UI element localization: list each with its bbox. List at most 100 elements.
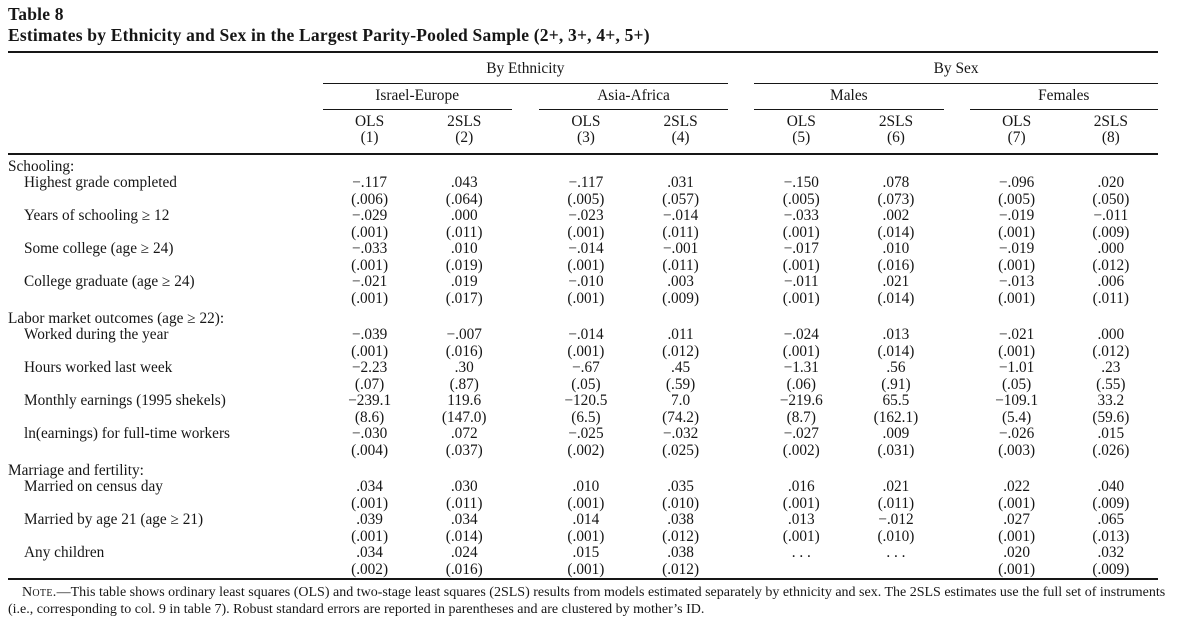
standard-error: (.004) xyxy=(351,441,389,459)
column-gap xyxy=(728,327,754,360)
data-cell: . . . xyxy=(848,544,943,579)
estimate-value: .038 xyxy=(667,544,694,561)
estimate-value: .072 xyxy=(450,425,478,442)
data-cell: −.029 (.001) xyxy=(323,207,417,241)
data-cell: .072 (.037) xyxy=(417,425,512,459)
data-cell: −.013 (.001) xyxy=(970,273,1064,307)
column-gap xyxy=(944,393,970,426)
standard-error: (.011) xyxy=(446,494,483,512)
column-gap xyxy=(728,512,754,545)
data-cell: −.017 (.001) xyxy=(754,240,848,274)
data-cell: .23 (.55) xyxy=(1064,359,1158,393)
standard-error: (147.0) xyxy=(441,408,487,426)
standard-error: (.016) xyxy=(445,342,483,360)
table-row: Worked during the year −.039 (.001) −.007 (.… xyxy=(8,326,1158,360)
subgroup-asia-africa: Asia-Africa xyxy=(538,83,729,110)
note-text: —This table shows ordinary least squares… xyxy=(8,585,1166,617)
column-header-4: 2SLS (4) xyxy=(632,109,729,155)
standard-error: (.014) xyxy=(877,223,915,241)
standard-error: (.002) xyxy=(782,441,820,459)
data-cell: .039 (.001) xyxy=(323,511,417,545)
data-cell: .020 (.001) xyxy=(970,544,1064,579)
data-cell: .031 (.057) xyxy=(633,174,728,208)
data-cell: −.010 (.001) xyxy=(539,273,633,307)
column-gap xyxy=(943,109,970,155)
standard-error: (.010) xyxy=(662,494,700,512)
data-cell: .034 (.001) xyxy=(323,478,417,512)
estimate-value: −.033 xyxy=(783,207,819,224)
data-cell: .065 (.013) xyxy=(1064,511,1158,545)
row-label: Any children xyxy=(24,544,105,561)
estimate-value: .039 xyxy=(356,511,383,528)
standard-error: (.001) xyxy=(567,256,605,274)
column-header-3: OLS (3) xyxy=(538,109,633,155)
subgroup-header-row: Israel-Europe Asia-Africa Males Females xyxy=(8,83,1158,110)
table-row: Years of schooling ≥ 12 −.029 (.001) .000 (.… xyxy=(8,207,1158,241)
standard-error: (6.5) xyxy=(571,408,601,426)
column-gap xyxy=(512,327,539,360)
standard-error: (.011) xyxy=(877,494,915,512)
estimate-value: −.007 xyxy=(446,326,482,343)
estimate-value: −.012 xyxy=(878,511,914,528)
data-cell: .038 (.012) xyxy=(633,511,728,545)
estimate-value: −.011 xyxy=(1093,207,1129,224)
estimate-value: .024 xyxy=(450,544,478,561)
data-cell: .034 (.002) xyxy=(323,544,417,579)
row-label: ln(earnings) for full-time workers xyxy=(24,425,231,442)
data-cell: −.012 (.010) xyxy=(848,511,943,545)
row-label: College graduate (age ≥ 24) xyxy=(24,273,195,290)
standard-error: (.001) xyxy=(351,527,389,545)
subgroup-females: Females xyxy=(969,83,1158,110)
standard-error: (.001) xyxy=(782,289,820,307)
standard-error: (.005) xyxy=(998,190,1036,208)
standard-error: (.016) xyxy=(877,256,915,274)
standard-error: (.026) xyxy=(1092,441,1130,459)
standard-error: (.017) xyxy=(445,289,483,307)
standard-error: (.07) xyxy=(354,375,385,393)
data-cell: .021 (.014) xyxy=(848,273,943,307)
data-cell: −.021 (.001) xyxy=(323,273,417,307)
column-gap xyxy=(944,545,970,579)
subgroup-males: Males xyxy=(754,83,944,110)
estimate-value: .034 xyxy=(356,544,383,561)
standard-error: (.05) xyxy=(1001,375,1032,393)
estimate-value: .002 xyxy=(882,207,910,224)
column-gap xyxy=(944,208,970,241)
row-label: Hours worked last week xyxy=(24,359,173,376)
standard-error: (.012) xyxy=(662,342,700,360)
column-gap xyxy=(944,274,970,307)
data-cell: .009 (.031) xyxy=(848,425,943,459)
estimate-value: .23 xyxy=(1101,359,1121,376)
data-cell: −.030 (.004) xyxy=(323,425,417,459)
table-row: Some college (age ≥ 24) −.033 (.001) .010 (.… xyxy=(8,240,1158,274)
column-gap xyxy=(728,274,754,307)
data-cell: .010 (.016) xyxy=(848,240,943,274)
standard-error: (.014) xyxy=(877,289,915,307)
column-gap xyxy=(944,175,970,208)
estimate-value: .014 xyxy=(572,511,600,528)
estimate-value: .015 xyxy=(1097,425,1125,442)
standard-error: (.009) xyxy=(662,289,700,307)
estimate-value: −.096 xyxy=(998,174,1035,191)
standard-error: (.001) xyxy=(567,342,605,360)
estimate-value: −.013 xyxy=(998,273,1035,290)
estimate-value: .038 xyxy=(667,511,694,528)
standard-error: (8.7) xyxy=(786,408,816,426)
data-cell: .020 (.050) xyxy=(1064,174,1158,208)
standard-error: (.001) xyxy=(782,527,820,545)
column-gap xyxy=(944,84,970,110)
column-gap xyxy=(728,84,754,110)
estimate-value: −.032 xyxy=(662,425,699,442)
estimate-value: .000 xyxy=(450,207,478,224)
estimate-value: .078 xyxy=(882,174,910,191)
column-header-row: OLS (1) 2SLS (2) OLS (3) 2SLS (4) OLS (5) 2SL… xyxy=(8,109,1158,155)
data-cell: −.024 (.001) xyxy=(754,326,848,360)
standard-error: (.016) xyxy=(445,560,483,578)
standard-error: (.025) xyxy=(662,441,700,459)
estimate-value: −239.1 xyxy=(348,392,392,409)
standard-error: (.001) xyxy=(567,289,605,307)
data-cell: .024 (.016) xyxy=(417,544,512,579)
column-gap xyxy=(512,274,539,307)
estimate-value: 33.2 xyxy=(1097,392,1125,409)
